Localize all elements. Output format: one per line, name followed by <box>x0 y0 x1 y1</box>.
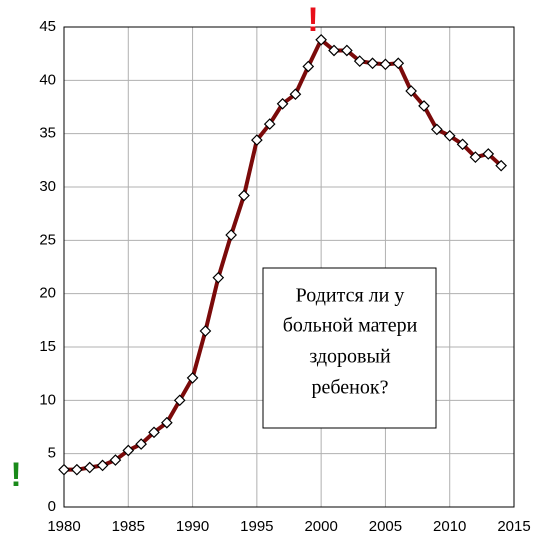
y-tick-label: 25 <box>39 231 56 248</box>
data-point <box>431 123 443 136</box>
annotation-line: Родится ли у <box>296 285 405 307</box>
y-tick-label: 20 <box>39 285 56 302</box>
data-point <box>96 459 109 472</box>
annotation-line: ребенок? <box>312 377 389 399</box>
data-point <box>122 444 135 457</box>
annotation-box <box>262 267 437 429</box>
data-point <box>482 148 495 160</box>
data-point <box>379 58 392 71</box>
plot-frame <box>63 26 515 508</box>
data-point <box>495 159 507 172</box>
data-point <box>238 189 250 202</box>
y-tick-label: 5 <box>48 445 56 462</box>
data-point <box>135 438 147 450</box>
data-point <box>186 372 199 384</box>
x-tick-label: 2005 <box>369 518 402 535</box>
data-point <box>315 33 327 46</box>
exclamation-mark: ! <box>307 1 318 39</box>
data-point <box>353 55 366 67</box>
y-tick-label: 45 <box>39 18 56 35</box>
data-point <box>251 134 263 146</box>
exclamation-mark: ! <box>10 456 21 494</box>
x-tick-label: 2000 <box>304 518 337 535</box>
data-point <box>405 85 417 97</box>
y-tick-label: 10 <box>39 391 56 408</box>
data-point <box>199 325 212 337</box>
data-point <box>366 57 379 70</box>
data-point <box>148 426 160 439</box>
data-point <box>225 229 237 241</box>
data-point <box>263 118 276 130</box>
x-tick-label: 1980 <box>47 518 80 535</box>
data-point <box>341 44 353 57</box>
data-point <box>212 271 225 284</box>
x-tick-label: 2015 <box>497 518 530 535</box>
y-tick-label: 0 <box>48 498 56 515</box>
x-tick-label: 1990 <box>176 518 209 535</box>
annotation-line: больной матери <box>283 315 418 337</box>
data-point <box>469 151 482 163</box>
annotation-line: здоровый <box>309 346 391 368</box>
data-point <box>58 463 70 476</box>
data-point <box>173 394 186 407</box>
data-point <box>443 129 456 142</box>
y-tick-label: 30 <box>39 178 56 195</box>
data-point <box>328 44 340 57</box>
data-point <box>71 463 83 476</box>
data-point <box>392 57 405 70</box>
y-tick-label: 35 <box>39 125 56 142</box>
x-tick-label: 2010 <box>433 518 466 535</box>
x-tick-label: 1995 <box>240 518 273 535</box>
data-point <box>276 97 289 110</box>
data-point <box>161 416 173 429</box>
data-point <box>418 100 430 112</box>
y-tick-label: 15 <box>39 338 56 355</box>
x-tick-label: 1985 <box>112 518 145 535</box>
data-point <box>456 138 469 151</box>
data-point <box>302 60 315 73</box>
y-tick-label: 40 <box>39 71 56 88</box>
data-point <box>83 461 96 474</box>
data-point <box>289 88 302 101</box>
data-point <box>109 454 122 466</box>
